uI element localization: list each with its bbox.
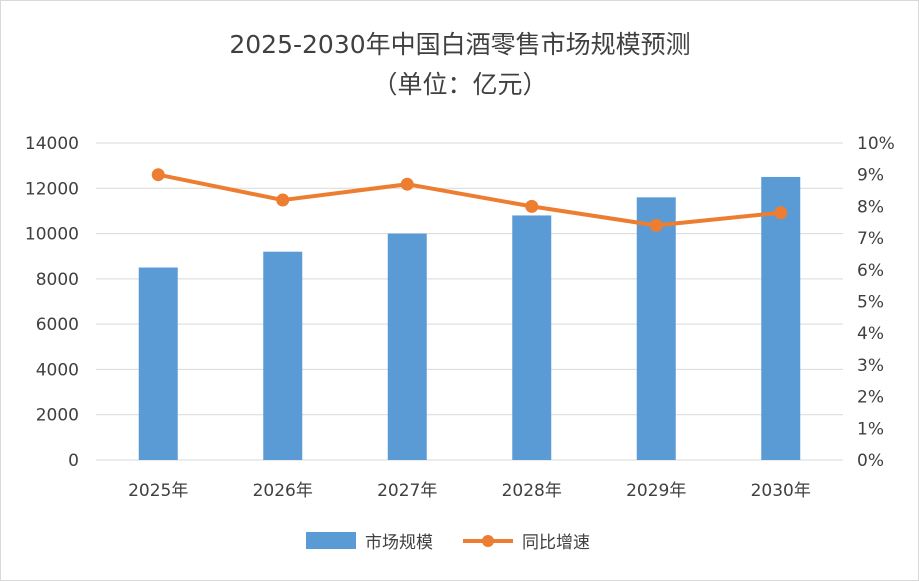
category-label: 2025年: [128, 481, 188, 501]
bar: [636, 197, 676, 461]
line-point: [151, 168, 165, 182]
right-tick-label: 4%: [857, 324, 884, 344]
left-tick-label: 6000: [36, 315, 79, 335]
right-tick-label: 9%: [857, 166, 884, 186]
legend-bar-label: 市场规模: [365, 533, 433, 553]
gridlines: [96, 142, 843, 461]
chart-title: 2025-2030年中国白酒零售市场规模预测: [229, 30, 690, 59]
category-label: 2030年: [751, 481, 811, 501]
category-labels: 2025年 2026年 2027年 2028年 2029年 2030年: [128, 481, 811, 501]
left-tick-label: 12000: [25, 179, 79, 199]
chart-subtitle: （单位：亿元）: [372, 70, 547, 99]
line-point: [774, 206, 788, 220]
right-tick-label: 3%: [857, 356, 884, 376]
legend-line-marker: [482, 535, 494, 547]
legend-line-label: 同比增速: [522, 533, 590, 553]
category-label: 2028年: [502, 481, 562, 501]
line-point: [525, 199, 539, 213]
bar: [761, 176, 801, 460]
right-tick-label: 5%: [857, 293, 884, 313]
right-axis-ticks: 0% 1% 2% 3% 4% 5% 6% 7% 8% 9% 10%: [857, 134, 895, 471]
right-tick-label: 8%: [857, 197, 884, 217]
left-tick-label: 8000: [36, 270, 79, 290]
left-tick-label: 14000: [25, 134, 79, 154]
line-point: [276, 193, 290, 207]
left-tick-label: 0: [68, 451, 79, 471]
line-series: [151, 168, 788, 232]
line-point: [649, 218, 663, 232]
bar: [138, 267, 178, 460]
growth-line: [157, 172, 781, 228]
right-tick-label: 1%: [857, 419, 884, 439]
bar-series: [138, 176, 801, 461]
right-tick-label: 10%: [857, 134, 895, 154]
category-label: 2029年: [626, 481, 686, 501]
left-tick-label: 4000: [36, 360, 79, 380]
left-tick-label: 2000: [36, 406, 79, 426]
left-axis-ticks: 0 2000 4000 6000 8000 10000 12000 14000: [25, 134, 79, 471]
line-point: [400, 177, 414, 191]
right-tick-label: 6%: [857, 261, 884, 281]
category-label: 2027年: [377, 481, 437, 501]
bar: [387, 233, 427, 460]
bar: [263, 251, 303, 460]
legend-bar-swatch: [306, 532, 356, 549]
category-label: 2026年: [253, 481, 313, 501]
left-tick-label: 10000: [25, 225, 79, 245]
bar: [512, 215, 552, 460]
right-tick-label: 0%: [857, 451, 884, 471]
legend: 市场规模 同比增速: [306, 532, 590, 553]
right-tick-label: 7%: [857, 229, 884, 249]
right-tick-label: 2%: [857, 388, 884, 408]
